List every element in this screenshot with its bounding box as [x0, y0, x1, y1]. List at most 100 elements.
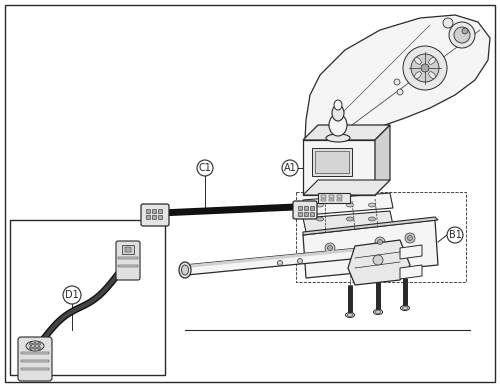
Bar [298, 206, 302, 210]
Ellipse shape [329, 114, 347, 136]
FancyBboxPatch shape [293, 201, 317, 219]
Circle shape [38, 342, 40, 346]
Ellipse shape [428, 72, 436, 79]
Bar [304, 206, 308, 210]
Bar [321, 199, 326, 201]
Polygon shape [303, 193, 393, 215]
FancyBboxPatch shape [116, 241, 140, 280]
Circle shape [375, 237, 385, 247]
Circle shape [394, 79, 400, 85]
Bar [304, 212, 308, 216]
Ellipse shape [368, 203, 376, 207]
Polygon shape [348, 240, 410, 285]
Polygon shape [303, 217, 438, 235]
Ellipse shape [348, 313, 352, 317]
Ellipse shape [346, 203, 354, 207]
Ellipse shape [374, 310, 382, 315]
Polygon shape [303, 180, 390, 195]
Bar [321, 195, 326, 197]
Circle shape [443, 18, 453, 28]
Bar [146, 209, 150, 213]
FancyBboxPatch shape [18, 337, 52, 381]
Polygon shape [303, 220, 438, 278]
Circle shape [38, 346, 40, 349]
Bar [122, 245, 134, 254]
Polygon shape [303, 211, 393, 232]
Ellipse shape [179, 262, 191, 278]
Bar [298, 212, 302, 216]
Circle shape [298, 259, 302, 264]
Circle shape [328, 245, 332, 250]
Ellipse shape [428, 58, 436, 64]
Bar [21, 368, 49, 370]
Ellipse shape [316, 217, 324, 221]
Bar [310, 212, 314, 216]
Circle shape [30, 342, 32, 346]
Bar [152, 209, 156, 213]
Circle shape [378, 240, 382, 245]
Bar [10, 220, 165, 375]
Bar [125, 247, 131, 252]
Ellipse shape [402, 307, 407, 310]
Text: C1: C1 [198, 163, 211, 173]
Bar [318, 193, 350, 203]
Circle shape [34, 346, 36, 349]
Ellipse shape [332, 105, 344, 121]
Circle shape [447, 227, 463, 243]
Bar [310, 206, 314, 210]
Polygon shape [185, 248, 360, 268]
Ellipse shape [316, 203, 324, 207]
Ellipse shape [376, 310, 380, 313]
Polygon shape [400, 265, 422, 279]
Text: B1: B1 [448, 230, 462, 240]
Circle shape [325, 243, 335, 253]
Circle shape [454, 27, 470, 43]
Ellipse shape [414, 72, 422, 79]
Ellipse shape [182, 265, 188, 275]
Polygon shape [400, 245, 422, 259]
Bar [312, 148, 352, 176]
Ellipse shape [414, 58, 422, 64]
Circle shape [282, 160, 298, 176]
Ellipse shape [334, 100, 342, 110]
FancyBboxPatch shape [141, 204, 169, 226]
Bar [21, 360, 49, 362]
Circle shape [30, 346, 32, 349]
Circle shape [278, 260, 282, 265]
Ellipse shape [400, 305, 409, 310]
Circle shape [411, 54, 439, 82]
Polygon shape [303, 140, 375, 195]
Text: A1: A1 [284, 163, 296, 173]
Bar [118, 265, 138, 267]
Bar [296, 192, 466, 282]
Circle shape [462, 28, 468, 34]
Bar [337, 199, 342, 201]
Bar [337, 195, 342, 197]
Ellipse shape [368, 217, 376, 221]
Bar [158, 209, 162, 213]
Bar [315, 151, 349, 173]
Circle shape [34, 342, 36, 346]
Ellipse shape [346, 217, 354, 221]
Ellipse shape [326, 134, 350, 142]
Bar [329, 195, 334, 197]
Bar [146, 215, 150, 219]
Bar [329, 199, 334, 201]
Circle shape [63, 286, 81, 304]
Ellipse shape [26, 341, 44, 351]
Circle shape [449, 22, 475, 48]
Circle shape [403, 46, 447, 90]
Bar [118, 257, 138, 259]
Bar [21, 352, 49, 354]
Polygon shape [303, 125, 390, 140]
Circle shape [197, 160, 213, 176]
Text: D1: D1 [65, 290, 79, 300]
Ellipse shape [346, 312, 354, 317]
Polygon shape [375, 125, 390, 195]
Bar [158, 215, 162, 219]
Circle shape [421, 64, 429, 72]
Polygon shape [185, 248, 362, 275]
Circle shape [408, 236, 412, 240]
Circle shape [397, 89, 403, 95]
Bar [152, 215, 156, 219]
